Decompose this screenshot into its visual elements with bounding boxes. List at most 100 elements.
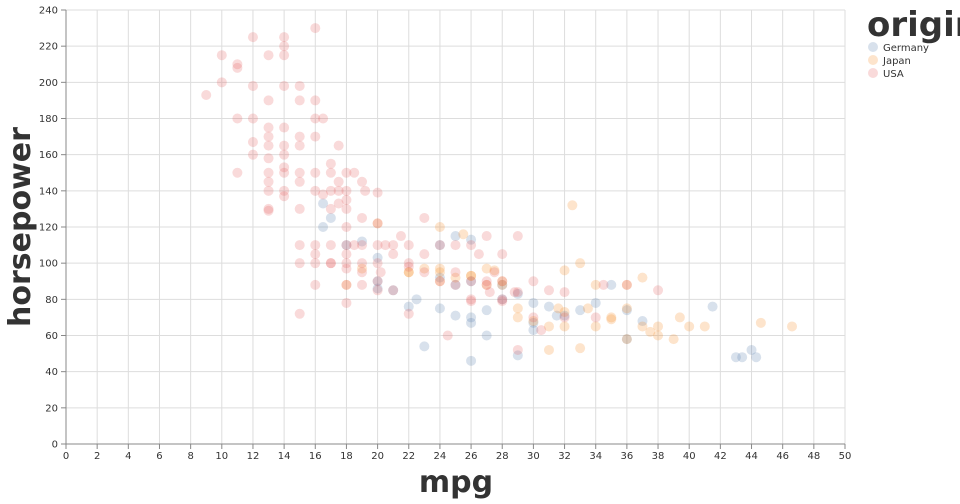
data-point-usa — [497, 296, 508, 307]
data-point-usa — [333, 185, 344, 196]
data-point-usa — [512, 344, 523, 355]
data-point-germany — [388, 285, 399, 296]
data-point-usa — [403, 240, 414, 251]
data-point-germany — [434, 303, 445, 314]
x-axis-title: mpg — [419, 465, 493, 500]
data-point-usa — [325, 185, 336, 196]
x-tick-label: 32 — [558, 451, 571, 462]
data-point-usa — [512, 231, 523, 242]
data-point-usa — [341, 185, 352, 196]
data-point-usa — [388, 249, 399, 260]
data-point-usa — [466, 294, 477, 305]
data-point-usa — [450, 279, 461, 290]
y-tick-label: 180 — [39, 114, 58, 125]
data-point-japan — [590, 321, 601, 332]
data-point-japan — [434, 267, 445, 278]
data-point-usa — [263, 205, 274, 216]
data-point-usa — [333, 140, 344, 151]
data-point-usa — [232, 167, 243, 178]
data-point-usa — [294, 258, 305, 269]
data-point-usa — [232, 59, 243, 70]
data-point-usa — [263, 140, 274, 151]
data-point-usa — [294, 308, 305, 319]
x-tick-label: 16 — [309, 451, 322, 462]
data-point-germany — [403, 301, 414, 312]
data-point-usa — [263, 50, 274, 61]
data-point-japan — [434, 263, 445, 274]
data-point-usa — [590, 312, 601, 323]
data-point-usa — [466, 276, 477, 287]
data-point-germany — [318, 222, 329, 232]
data-point-usa — [279, 122, 290, 133]
legend-symbol-japan — [868, 55, 878, 65]
data-point-usa — [341, 258, 352, 269]
data-point-japan — [621, 279, 632, 290]
data-point-japan — [497, 276, 508, 287]
data-point-usa — [216, 50, 227, 61]
x-tick-label: 30 — [527, 451, 540, 462]
data-point-usa — [263, 95, 274, 106]
y-tick-label: 160 — [39, 150, 58, 161]
data-point-germany — [357, 236, 368, 247]
data-point-usa — [372, 258, 383, 269]
data-point-usa — [341, 222, 352, 232]
data-point-usa — [279, 149, 290, 160]
data-point-usa — [279, 191, 290, 202]
data-point-usa — [333, 176, 344, 187]
data-point-usa — [481, 276, 492, 287]
data-point-usa — [509, 287, 520, 298]
data-point-usa — [310, 279, 321, 290]
data-point-usa — [341, 203, 352, 214]
data-point-japan — [372, 218, 383, 229]
data-point-usa — [528, 312, 539, 323]
data-point-usa — [559, 312, 570, 323]
data-point-germany — [481, 330, 492, 341]
data-point-usa — [310, 113, 321, 124]
x-tick-label: 4 — [125, 451, 131, 462]
data-point-usa — [341, 279, 352, 290]
data-point-germany — [551, 310, 562, 321]
points — [201, 23, 798, 366]
data-point-usa — [201, 89, 212, 100]
data-point-germany — [466, 234, 477, 245]
y-axis-title: horsepower — [3, 127, 38, 327]
data-point-usa — [442, 330, 453, 341]
data-point-usa — [294, 95, 305, 106]
y-tick-label: 20 — [45, 403, 58, 414]
data-point-germany — [372, 252, 383, 263]
data-point-usa — [341, 240, 352, 251]
data-point-japan — [403, 267, 414, 278]
x-tick-label: 12 — [247, 451, 260, 462]
data-point-germany — [575, 305, 586, 316]
data-point-usa — [279, 167, 290, 178]
data-point-usa — [473, 249, 484, 260]
x-tick-label: 14 — [278, 451, 291, 462]
data-point-usa — [333, 198, 344, 209]
data-point-usa — [372, 240, 383, 251]
legend-symbol-germany — [868, 42, 878, 52]
data-point-japan — [699, 321, 710, 332]
legend-title: origin — [867, 5, 960, 45]
data-point-usa — [294, 203, 305, 214]
data-point-japan — [637, 321, 648, 332]
x-tick-label: 40 — [683, 451, 696, 462]
data-point-usa — [310, 185, 321, 196]
x-tick-label: 2 — [94, 451, 100, 462]
data-point-germany — [466, 317, 477, 328]
x-tick-label: 42 — [714, 451, 727, 462]
data-point-usa — [375, 267, 386, 278]
data-point-usa — [653, 285, 664, 296]
data-point-usa — [598, 279, 609, 290]
data-point-germany — [466, 276, 477, 287]
grid — [65, 9, 846, 445]
data-point-japan — [559, 321, 570, 332]
data-point-usa — [263, 203, 274, 214]
x-axis: 0 2 4 6 8 10 12 14 16 18 20 22 24 26 28 30 32 34 36 38 40 42 4… — [63, 443, 851, 462]
data-point-usa — [294, 80, 305, 91]
data-point-japan — [653, 321, 664, 332]
y-tick-label: 140 — [39, 186, 58, 197]
data-point-usa — [216, 77, 227, 88]
data-point-germany — [372, 283, 383, 294]
data-point-japan — [419, 263, 430, 274]
data-point-usa — [310, 95, 321, 106]
